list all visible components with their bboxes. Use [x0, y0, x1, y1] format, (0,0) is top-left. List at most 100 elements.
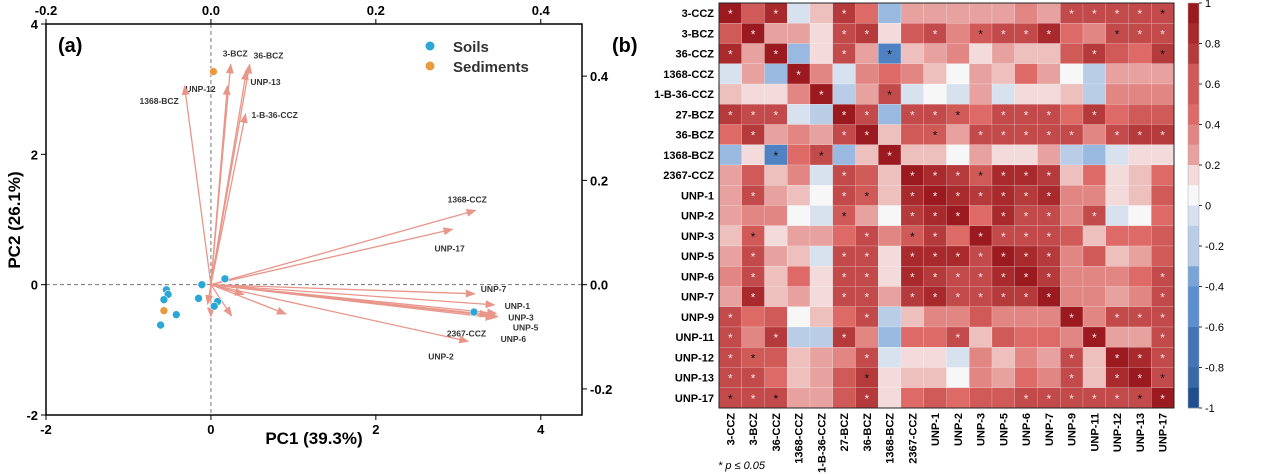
heatmap-cell [787, 164, 811, 186]
colorbar-tick-label: 0.4 [1205, 120, 1220, 132]
heatmap-cell [900, 387, 924, 409]
right-y-tick-label: -0.2 [590, 382, 612, 397]
heatmap-cell [764, 266, 788, 287]
significance-star: * [1115, 392, 1120, 406]
heatmap-cell [809, 185, 833, 206]
heatmap-cell [1060, 83, 1084, 105]
column-label: 27-BCZ [839, 413, 851, 452]
significance-star: * [956, 270, 961, 284]
significance-star: * [1160, 270, 1165, 284]
significance-star: * [933, 129, 938, 143]
heatmap-cell [878, 124, 902, 145]
colorbar-band [1188, 327, 1199, 348]
row-label: 36-CCZ [675, 49, 714, 61]
heatmap-cell [787, 43, 811, 64]
heatmap-cell [1082, 245, 1106, 267]
heatmap-cell [991, 144, 1015, 166]
heatmap-cell [1151, 63, 1175, 85]
significance-star: * [933, 291, 938, 305]
loading-label: UNP-6 [501, 334, 527, 344]
significance-star: * [774, 108, 779, 122]
significance-star: * [842, 250, 847, 264]
heatmap-cell [1105, 326, 1129, 348]
heatmap-cell [855, 205, 879, 226]
heatmap-cell [1037, 347, 1061, 368]
heatmap-cell [1060, 225, 1084, 247]
significance-star: * [1069, 311, 1074, 325]
row-label: UNP-3 [681, 231, 714, 243]
row-label: UNP-12 [675, 352, 714, 364]
significance-star: * [1138, 27, 1143, 41]
significance-star: * [1024, 189, 1029, 203]
significance-star: * [1160, 311, 1165, 325]
heatmap-cell [718, 266, 742, 287]
significance-star: * [728, 48, 733, 62]
heatmap-cell [764, 185, 788, 206]
colorbar-band [1188, 43, 1199, 65]
heatmap-cell [718, 245, 742, 267]
heatmap-cell [878, 205, 902, 226]
significance-star: * [1138, 129, 1143, 143]
soil-point [197, 280, 207, 289]
colorbar-band [1188, 124, 1199, 146]
heatmap-cell [764, 225, 788, 247]
heatmap-cell [832, 144, 856, 166]
loading-label: UNP-3 [508, 312, 534, 322]
heatmap-cell [878, 164, 902, 186]
y-tick-label: -2 [26, 408, 38, 423]
significance-star: * [1138, 372, 1143, 386]
heatmap-cell [855, 326, 879, 348]
heatmap-cell [991, 2, 1015, 24]
significance-star: * [910, 108, 915, 122]
heatmap-cell [900, 83, 924, 105]
sediment-point [209, 67, 218, 76]
legend-label-soils: Soils [453, 39, 489, 56]
significance-star: * [1115, 129, 1120, 143]
heatmap-cell [1060, 185, 1084, 206]
column-label: UNP-17 [1158, 413, 1170, 452]
heatmap-cell [855, 83, 879, 105]
heatmap-cell [1037, 326, 1061, 348]
significance-star: * [1115, 7, 1120, 21]
row-label: 2367-CCZ [663, 170, 714, 182]
significance-star: * [1160, 48, 1165, 62]
heatmap-cell [946, 23, 970, 44]
heatmap-cell [1082, 63, 1106, 85]
heatmap-cell [878, 347, 902, 368]
heatmap-cell [1037, 43, 1061, 64]
heatmap-cell [923, 63, 947, 85]
significance-star: * [1138, 311, 1143, 325]
heatmap-cell [969, 104, 993, 125]
significance-star: * [1047, 27, 1052, 41]
significance-star: * [751, 108, 756, 122]
heatmap-cell [1037, 2, 1061, 24]
heatmap-cell [1082, 164, 1106, 186]
colorbar-tick-label: 0.2 [1205, 160, 1220, 172]
significance-star: * [1001, 250, 1006, 264]
colorbar-tick-label: 1 [1205, 0, 1211, 10]
heatmap-cell [809, 124, 833, 145]
heatmap-cell [1128, 83, 1152, 105]
loading-arrow [210, 284, 496, 309]
significance-star: * [956, 169, 961, 183]
heatmap-cell [1060, 286, 1084, 307]
significance-star: * [1024, 108, 1029, 122]
heatmap-cell [764, 63, 788, 85]
column-label: 36-BCZ [862, 413, 874, 452]
heatmap-cell [741, 43, 765, 64]
heatmap-cell [1128, 205, 1152, 226]
significance-star: * [751, 291, 756, 305]
heatmap-cell [1105, 164, 1129, 186]
significance-star: * [1001, 230, 1006, 244]
heatmap-cell [809, 104, 833, 125]
heatmap-cell [1060, 43, 1084, 64]
column-label: UNP-7 [1044, 413, 1056, 446]
heatmap-cell [1014, 43, 1038, 64]
heatmap-cell [787, 306, 811, 328]
plot-frame [45, 23, 583, 416]
colorbar-band [1188, 347, 1199, 368]
significance-star: * [1069, 392, 1074, 406]
significance-star: * [1092, 331, 1097, 345]
heatmap-cell [946, 144, 970, 166]
top-x-tick-label: 0.4 [532, 3, 551, 18]
